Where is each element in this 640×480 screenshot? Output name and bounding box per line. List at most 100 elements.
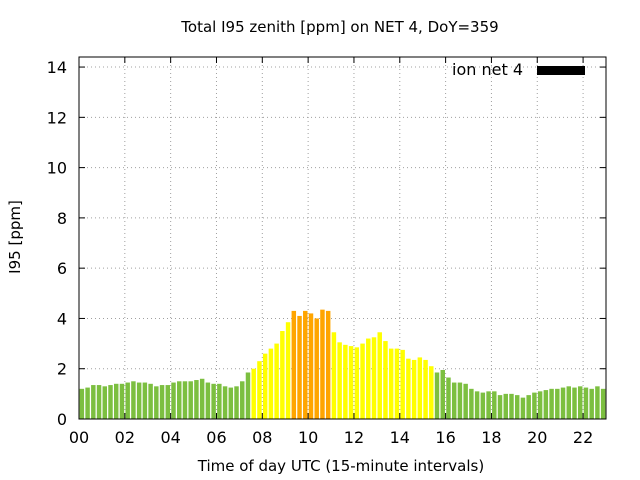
x-tick-label: 08 bbox=[252, 428, 272, 447]
bar bbox=[589, 388, 594, 419]
bar bbox=[303, 310, 308, 419]
bar bbox=[325, 310, 331, 419]
bar bbox=[463, 383, 468, 419]
bar bbox=[566, 386, 572, 419]
bar bbox=[348, 346, 354, 419]
bar bbox=[492, 391, 497, 419]
bar bbox=[600, 388, 606, 419]
bar bbox=[377, 332, 382, 419]
bar bbox=[131, 381, 136, 419]
bar bbox=[451, 382, 457, 419]
bar bbox=[113, 383, 119, 419]
bar bbox=[280, 331, 285, 419]
bar bbox=[440, 369, 445, 419]
bar bbox=[354, 347, 360, 419]
bar bbox=[234, 386, 239, 419]
legend-label: ion net 4 bbox=[452, 60, 523, 79]
bar bbox=[308, 313, 314, 419]
bar bbox=[108, 385, 113, 419]
bar bbox=[251, 368, 256, 419]
bar bbox=[532, 392, 537, 419]
bar bbox=[583, 387, 589, 419]
y-axis-title: I95 [ppm] bbox=[6, 200, 24, 274]
bar bbox=[446, 377, 451, 419]
x-tick-label: 04 bbox=[160, 428, 180, 447]
bar bbox=[406, 358, 411, 419]
bar bbox=[262, 353, 268, 419]
bar bbox=[366, 338, 371, 419]
bar bbox=[514, 395, 520, 419]
y-tick-label: 12 bbox=[47, 108, 67, 127]
y-tick-label: 0 bbox=[57, 410, 67, 429]
bar bbox=[503, 393, 508, 419]
y-tick-label: 4 bbox=[57, 309, 67, 328]
bar bbox=[159, 385, 165, 419]
bar bbox=[555, 388, 560, 419]
bar bbox=[526, 395, 531, 419]
x-tick-label: 16 bbox=[435, 428, 455, 447]
bar bbox=[480, 392, 486, 419]
bar bbox=[457, 382, 463, 419]
y-tick-label: 10 bbox=[47, 159, 67, 178]
bar bbox=[194, 380, 199, 419]
bar bbox=[411, 359, 417, 419]
x-tick-label: 14 bbox=[390, 428, 410, 447]
bar bbox=[165, 385, 171, 419]
x-axis-title: Time of day UTC (15-minute intervals) bbox=[197, 457, 484, 475]
bar bbox=[337, 342, 342, 419]
bar bbox=[257, 361, 262, 419]
bars-layer bbox=[79, 309, 606, 419]
bar bbox=[343, 344, 348, 419]
bar bbox=[577, 386, 583, 419]
bar bbox=[148, 383, 153, 419]
bar bbox=[572, 387, 577, 419]
bar bbox=[268, 348, 274, 419]
bar bbox=[537, 391, 543, 419]
bar bbox=[291, 310, 297, 419]
bar bbox=[360, 343, 365, 419]
bar bbox=[217, 383, 222, 419]
x-tick-label: 18 bbox=[481, 428, 501, 447]
x-tick-label: 22 bbox=[573, 428, 593, 447]
chart-title: Total I95 zenith [ppm] on NET 4, DoY=359 bbox=[180, 18, 498, 36]
bar bbox=[228, 387, 234, 419]
bar bbox=[222, 386, 228, 419]
bar bbox=[96, 385, 102, 419]
x-tick-label: 02 bbox=[115, 428, 135, 447]
bar bbox=[434, 372, 440, 419]
y-tick-label: 14 bbox=[47, 58, 67, 77]
bar bbox=[400, 349, 405, 419]
bar bbox=[486, 391, 491, 419]
bar bbox=[520, 397, 526, 419]
bar bbox=[188, 381, 193, 419]
legend-swatch bbox=[537, 66, 585, 75]
bar bbox=[297, 315, 302, 419]
bar bbox=[119, 383, 125, 419]
grid-layer bbox=[79, 57, 606, 419]
y-tick-label: 8 bbox=[57, 209, 67, 228]
y-tick-label: 2 bbox=[57, 360, 67, 379]
bar bbox=[595, 386, 600, 419]
bar bbox=[142, 382, 148, 419]
bar bbox=[85, 387, 90, 419]
x-tick-label: 06 bbox=[206, 428, 226, 447]
bar bbox=[136, 382, 142, 419]
bar bbox=[394, 348, 400, 419]
bar bbox=[497, 395, 503, 419]
bar bbox=[91, 385, 96, 419]
bar bbox=[274, 343, 279, 419]
x-tick-label: 00 bbox=[69, 428, 89, 447]
bar bbox=[171, 382, 176, 419]
bar bbox=[423, 359, 428, 419]
bar bbox=[543, 390, 549, 419]
bar bbox=[240, 381, 245, 419]
bar bbox=[154, 386, 159, 419]
bar bbox=[549, 388, 554, 419]
bar bbox=[331, 332, 337, 419]
x-tick-label: 12 bbox=[344, 428, 364, 447]
bar bbox=[371, 337, 377, 419]
bar bbox=[199, 378, 205, 419]
bar bbox=[560, 387, 566, 419]
